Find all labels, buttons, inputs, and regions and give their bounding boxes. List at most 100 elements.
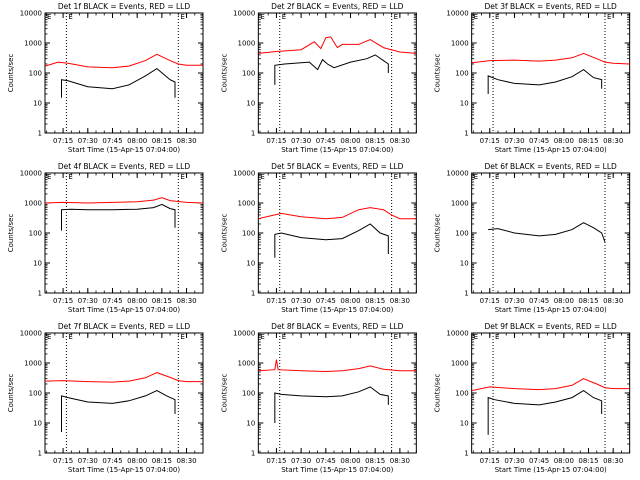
y-tick-label: 1	[464, 450, 468, 458]
x-tick-label: 08:00	[127, 297, 147, 305]
annotation-label: E	[495, 333, 499, 341]
x-tick-label: 08:30	[176, 137, 196, 145]
series-lld-line	[44, 197, 204, 204]
annotation-label: E	[607, 173, 611, 181]
x-tick-label: 08:00	[340, 457, 360, 465]
x-tick-label: 07:30	[78, 137, 98, 145]
x-tick-label: 08:00	[340, 297, 360, 305]
y-axis-label: Counts/sec	[434, 374, 442, 413]
y-tick-label: 10000	[446, 10, 468, 18]
y-axis-label: Counts/sec	[7, 374, 15, 413]
y-tick-label: 1	[251, 290, 255, 298]
y-tick-label: 1000	[238, 200, 256, 208]
y-tick-label: 1	[38, 130, 42, 138]
annotation-label: E	[474, 333, 478, 341]
x-tick-label: 07:15	[266, 137, 286, 145]
x-axis-label: Start Time (15-Apr-15 07:04:00)	[495, 306, 607, 314]
chart-panel-5: Det 5f BLACK = Events, RED = LLD 1 10 100 10…	[220, 162, 417, 314]
y-tick-label: 1	[464, 290, 468, 298]
annotation-label: E	[260, 333, 264, 341]
y-tick-label: 1	[38, 290, 42, 298]
series-events-line	[488, 222, 606, 243]
x-tick-label: 07:30	[291, 297, 311, 305]
annotation-label: E	[282, 13, 286, 21]
series-events-line	[61, 390, 176, 432]
y-tick-label: 1	[464, 130, 468, 138]
plot-frame	[44, 172, 204, 294]
series-events-line	[274, 54, 389, 85]
x-tick-label: 08:15	[365, 457, 385, 465]
series-lld-line	[471, 378, 630, 392]
x-tick-label: 08:30	[603, 297, 623, 305]
x-tick-label: 07:45	[529, 297, 549, 305]
y-tick-label: 100	[242, 70, 255, 78]
annotation-label: E	[474, 13, 478, 21]
x-tick-label: 07:15	[53, 297, 73, 305]
x-axis-label: Start Time (15-Apr-15 07:04:00)	[68, 306, 180, 314]
y-tick-label: 10	[246, 260, 255, 268]
y-axis-label: Counts/sec	[220, 54, 228, 93]
y-tick-label: 1	[251, 450, 255, 458]
y-tick-label: 1000	[451, 200, 469, 208]
chart-panel-9: Det 9f BLACK = Events, RED = LLD 1 10 100 10…	[434, 322, 631, 474]
x-tick-label: 08:15	[152, 137, 172, 145]
x-tick-label: 07:30	[504, 457, 524, 465]
y-tick-label: 10	[460, 100, 469, 108]
y-tick-label: 1000	[238, 360, 256, 368]
series-lld-line	[471, 52, 630, 65]
y-tick-label: 100	[455, 230, 468, 238]
annotation-label: E	[607, 333, 611, 341]
x-tick-label: 08:30	[603, 137, 623, 145]
annotation-label: E	[282, 173, 286, 181]
x-tick-label: 07:30	[504, 297, 524, 305]
x-tick-label: 07:15	[266, 297, 286, 305]
x-tick-label: 07:15	[53, 457, 73, 465]
annotation-label: E	[394, 173, 398, 181]
annotation-label: E	[47, 333, 51, 341]
y-tick-label: 10000	[20, 10, 42, 18]
y-tick-label: 10	[246, 100, 255, 108]
x-tick-label: 07:30	[291, 137, 311, 145]
plot-frame	[471, 172, 631, 294]
series-lld-line	[258, 359, 417, 373]
y-tick-label: 10	[460, 260, 469, 268]
annotation-label: E	[282, 333, 286, 341]
chart-panel-2: Det 2f BLACK = Events, RED = LLD 1 10 100 10…	[220, 2, 417, 154]
y-tick-label: 10000	[20, 170, 42, 178]
annotation-label: E	[68, 13, 72, 21]
annotation-label: E	[260, 13, 264, 21]
x-tick-label: 08:30	[390, 457, 410, 465]
x-tick-label: 08:15	[152, 297, 172, 305]
y-tick-label: 10000	[446, 170, 468, 178]
annotation-label: E	[495, 173, 499, 181]
annotation-label: E	[394, 333, 398, 341]
plot-frame	[471, 12, 631, 134]
y-tick-label: 10	[33, 260, 42, 268]
x-tick-label: 08:30	[176, 297, 196, 305]
series-events-line	[61, 67, 176, 98]
y-axis-label: Counts/sec	[7, 54, 15, 93]
x-axis-label: Start Time (15-Apr-15 07:04:00)	[68, 466, 180, 474]
x-tick-label: 08:15	[365, 297, 385, 305]
plot-frame	[471, 332, 631, 454]
annotation-label: E	[180, 333, 184, 341]
chart-panel-1: Det 1f BLACK = Events, RED = LLD 1 10 100 10…	[7, 2, 204, 154]
series-events-line	[487, 68, 603, 94]
x-tick-label: 08:15	[365, 137, 385, 145]
y-tick-label: 10000	[233, 10, 255, 18]
chart-title: Det 5f BLACK = Events, RED = LLD	[271, 162, 404, 171]
x-tick-label: 07:30	[291, 457, 311, 465]
x-axis-label: Start Time (15-Apr-15 07:04:00)	[281, 466, 393, 474]
annotation-label: E	[47, 13, 51, 21]
annotation-label: E	[607, 13, 611, 21]
annotation-label: E	[180, 13, 184, 21]
x-tick-label: 08:30	[176, 457, 196, 465]
y-tick-label: 10000	[233, 170, 255, 178]
x-tick-label: 08:30	[390, 297, 410, 305]
y-tick-label: 1000	[24, 40, 42, 48]
y-tick-label: 100	[455, 70, 468, 78]
annotation-label: E	[260, 173, 264, 181]
chart-panel-7: Det 7f BLACK = Events, RED = LLD 1 10 100 10…	[7, 322, 204, 474]
y-axis-label: Counts/sec	[220, 374, 228, 413]
